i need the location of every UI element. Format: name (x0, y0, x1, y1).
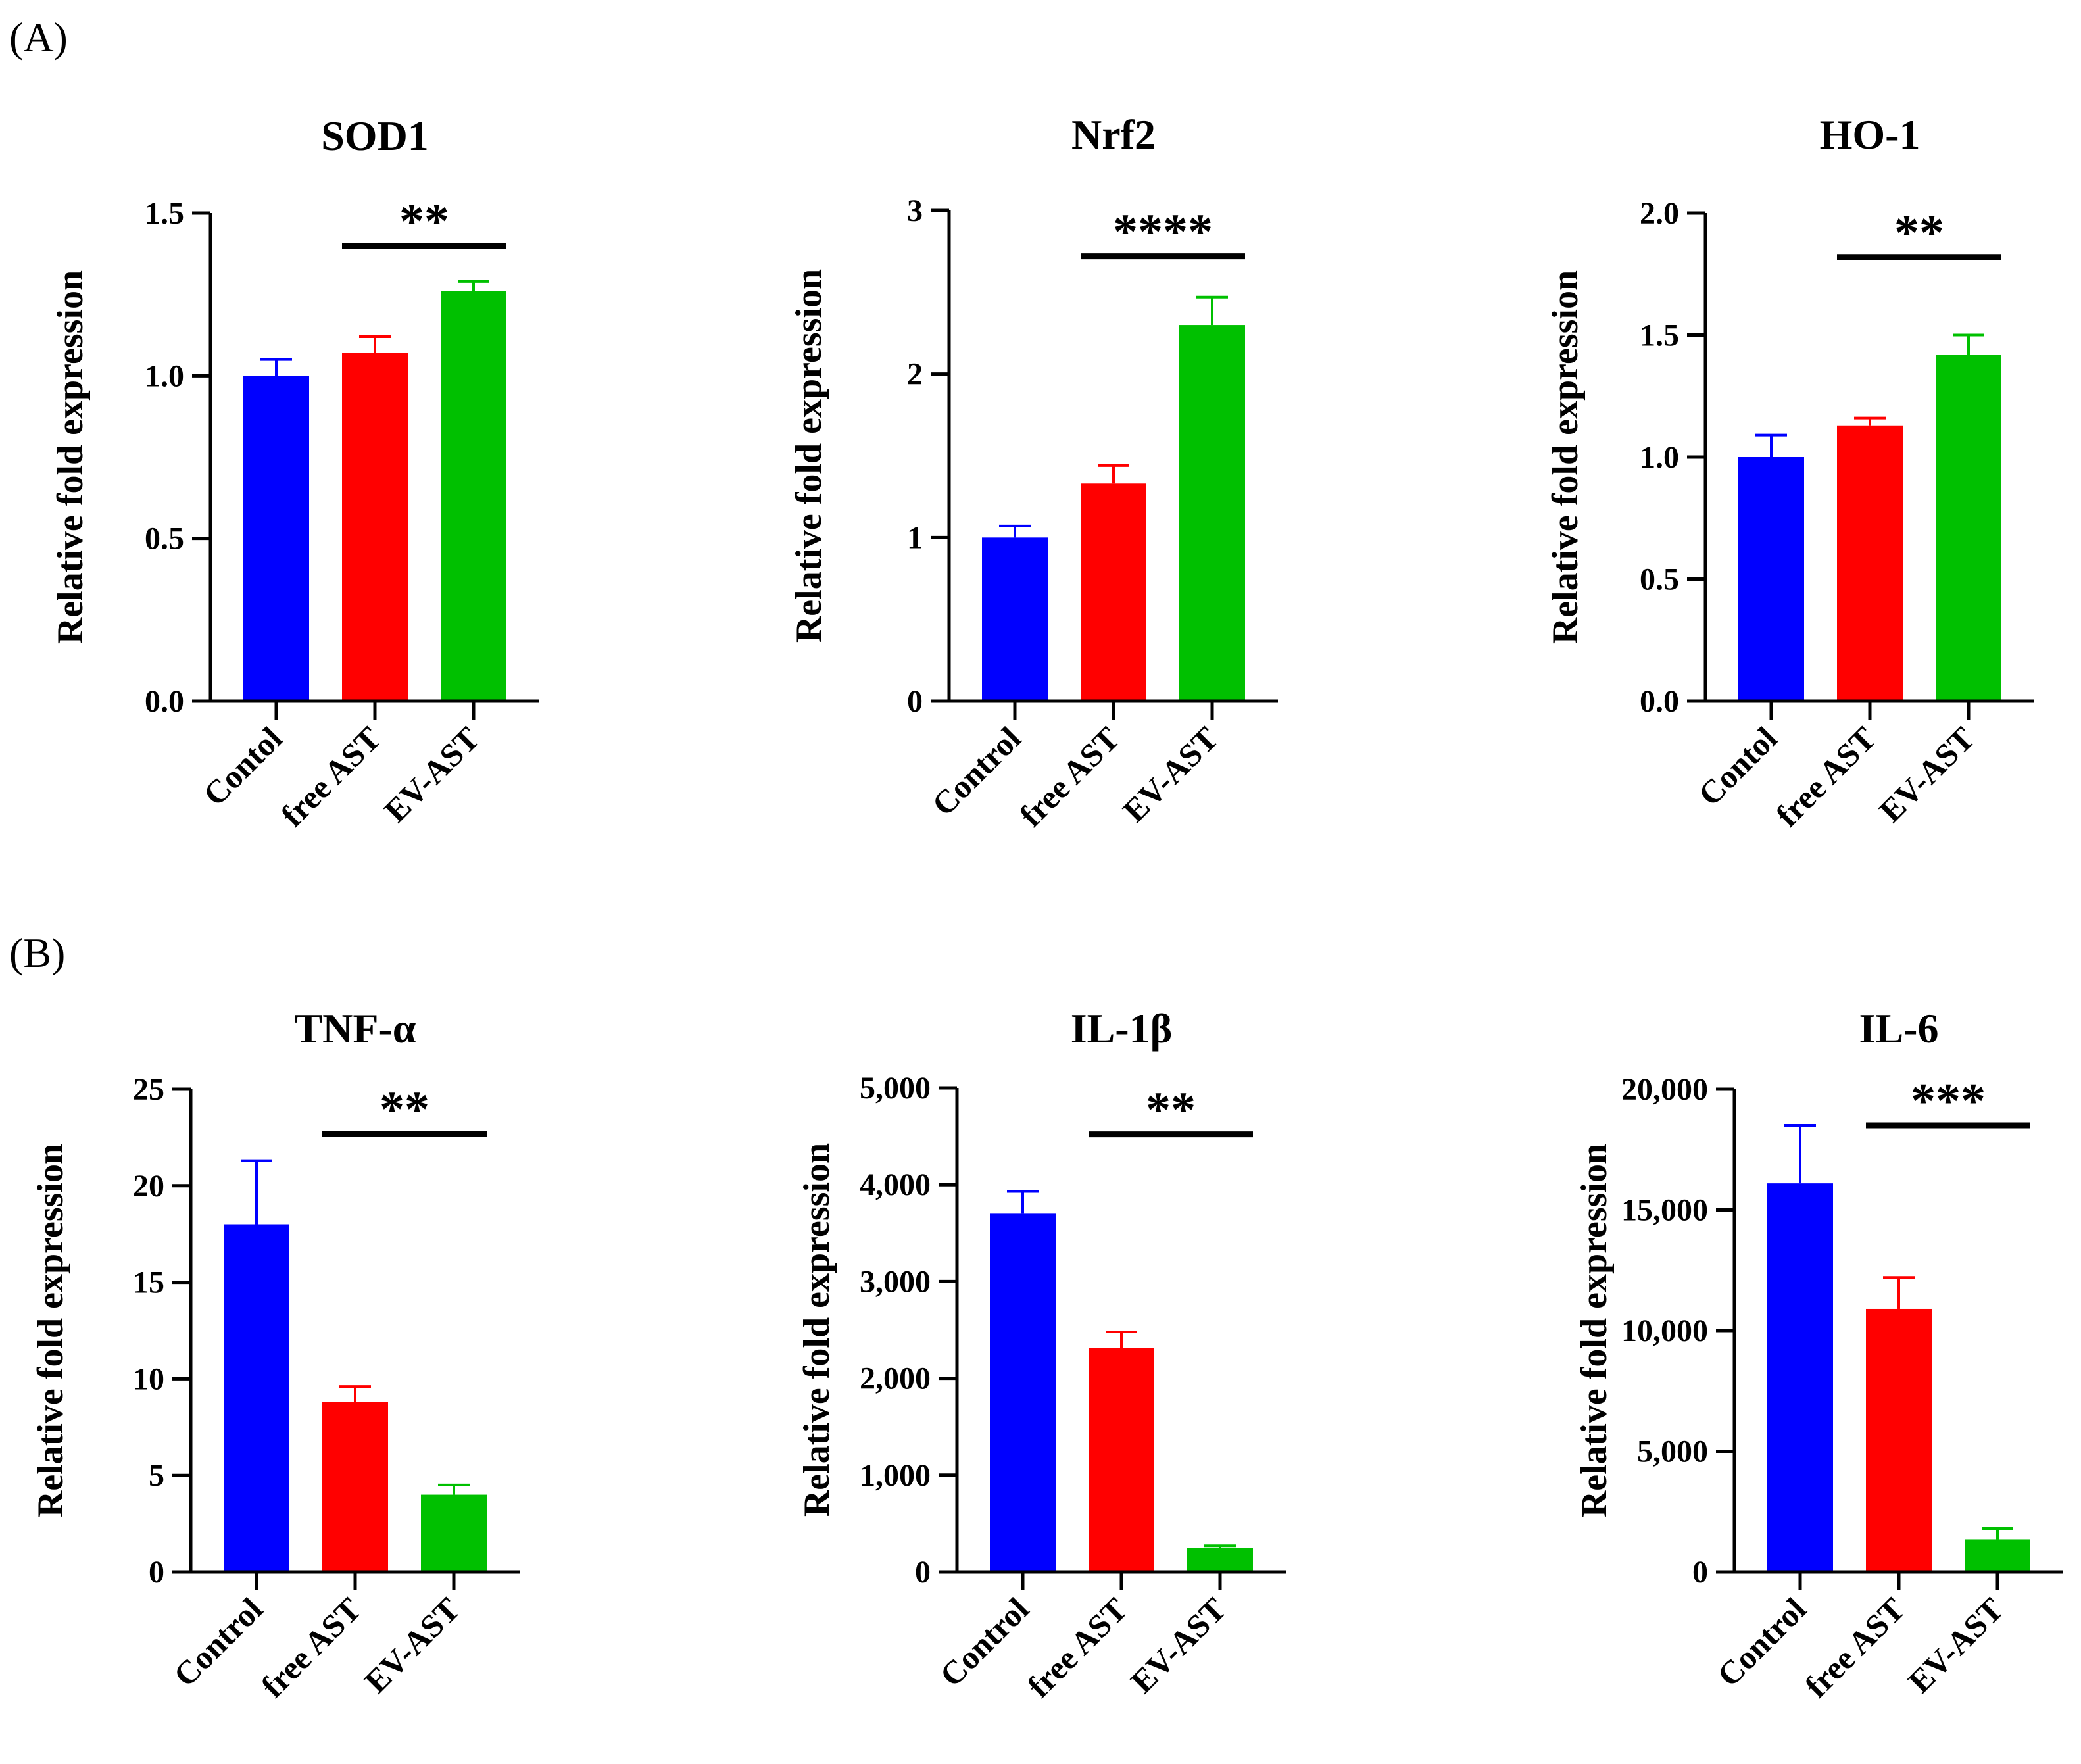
y-tick-label: 25 (133, 1072, 164, 1107)
y-tick-label: 0.5 (145, 522, 184, 556)
y-tick-label: 1 (907, 520, 923, 555)
chart-il1-beta: IL-1β Relative fold expression 0 1,000 2,000… (796, 1005, 1286, 1705)
category-label: Contol (196, 720, 289, 813)
y-tick-label: 20,000 (1621, 1072, 1708, 1107)
bar (1738, 457, 1804, 701)
bar (322, 1402, 388, 1572)
y-tick-label: 1,000 (860, 1458, 931, 1493)
bar (1089, 1348, 1154, 1572)
y-tick-label: 0.0 (145, 684, 184, 719)
category-label: EV-AST (1901, 1590, 2011, 1700)
y-axis-label: Relative fold expression (789, 269, 829, 643)
y-tick-label: 0 (1692, 1555, 1708, 1590)
chart-title: Nrf2 (1071, 111, 1156, 158)
y-tick-label: 10 (133, 1361, 164, 1396)
bar (441, 291, 506, 702)
bar (1081, 483, 1146, 701)
bar (1767, 1183, 1833, 1572)
y-tick-label: 4,000 (860, 1167, 931, 1202)
y-axis-label: Relative fold expression (1545, 270, 1586, 644)
y-tick-label: 1.5 (1640, 318, 1679, 353)
bar (224, 1224, 289, 1572)
bar (243, 376, 309, 701)
y-tick-label: 0 (907, 684, 923, 719)
y-tick-label: 1.0 (1640, 440, 1679, 475)
category-label: free AST (1020, 1590, 1134, 1704)
bar (342, 353, 408, 701)
bar (1936, 355, 2001, 701)
significance-label: **** (1113, 205, 1213, 260)
y-axis-label: Relative fold expression (796, 1143, 837, 1517)
y-axis-label: Relative fold expression (1574, 1144, 1615, 1517)
bar (1837, 425, 1903, 701)
y-tick-label: 15,000 (1621, 1193, 1708, 1228)
category-label: EV-AST (1872, 720, 1982, 829)
y-tick-label: 3,000 (860, 1264, 931, 1299)
bar (1179, 325, 1245, 702)
panel-label-b: (B) (9, 929, 65, 976)
bar (982, 537, 1048, 701)
y-axis-label: Relative fold expression (30, 1144, 71, 1517)
panel-label-a: (A) (9, 14, 68, 61)
category-label: EV-AST (1115, 720, 1225, 829)
y-tick-label: 10,000 (1621, 1313, 1708, 1348)
bar (1187, 1548, 1253, 1572)
y-tick-label: 15 (133, 1265, 164, 1300)
chart-il6: IL-6 Relative fold expression 0 5,000 10,000… (1574, 1005, 2063, 1705)
y-tick-label: 5 (149, 1458, 164, 1493)
category-label: EV-AST (357, 1590, 467, 1700)
category-label: EV-AST (377, 720, 487, 829)
chart-title: IL-1β (1071, 1005, 1173, 1052)
y-tick-label: 3 (907, 193, 923, 228)
significance-label: ** (399, 193, 449, 249)
y-tick-label: 0.5 (1640, 562, 1679, 597)
significance-label: ** (1894, 205, 1944, 260)
significance-label: ** (1146, 1083, 1196, 1138)
bar (421, 1494, 487, 1572)
bar (1965, 1539, 2030, 1572)
chart-title: SOD1 (321, 112, 429, 159)
category-label: free AST (274, 720, 387, 833)
y-tick-label: 1.5 (145, 196, 184, 231)
category-label: Contol (1691, 720, 1784, 813)
category-label: EV-AST (1123, 1590, 1233, 1700)
chart-title: TNF-α (294, 1005, 416, 1052)
category-label: free AST (1012, 720, 1126, 833)
category-label: free AST (1798, 1590, 1911, 1704)
y-axis-label: Relative fold expression (50, 270, 91, 644)
chart-title: HO-1 (1820, 111, 1921, 158)
y-tick-label: 2.0 (1640, 196, 1679, 231)
y-tick-label: 1.0 (145, 358, 184, 393)
y-tick-label: 0.0 (1640, 684, 1679, 719)
y-tick-label: 5,000 (1637, 1434, 1708, 1469)
y-tick-label: 2 (907, 357, 923, 392)
y-tick-label: 0 (915, 1555, 931, 1590)
significance-label: *** (1911, 1073, 1986, 1129)
bar (990, 1213, 1056, 1572)
y-tick-label: 2,000 (860, 1361, 931, 1396)
category-label: free AST (254, 1590, 368, 1704)
chart-ho1: HO-1 Relative fold expression 0.0 0.5 1.0 1.5… (1545, 111, 2034, 834)
category-label: free AST (1769, 720, 1882, 833)
bar (1866, 1308, 1932, 1572)
y-tick-label: 20 (133, 1169, 164, 1204)
chart-sod1: SOD1 Relative fold expression 0.0 0.5 1.0 1.5… (50, 112, 539, 834)
chart-title: IL-6 (1859, 1005, 1939, 1052)
significance-label: ** (379, 1082, 429, 1137)
y-tick-label: 5,000 (860, 1071, 931, 1106)
y-tick-label: 0 (149, 1555, 164, 1590)
